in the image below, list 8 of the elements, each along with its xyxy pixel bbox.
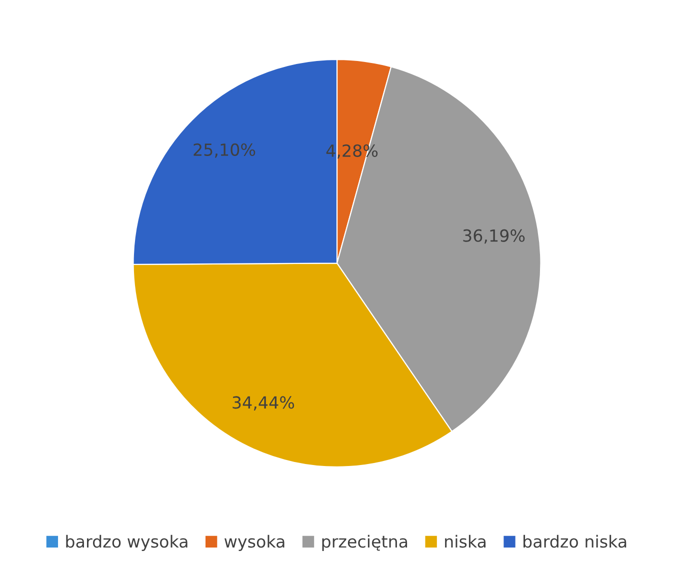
legend-label: przeciętna [322,534,408,551]
legend-label: bardzo wysoka [66,534,188,551]
legend-label: wysoka [224,534,284,551]
data-label: 34,44% [232,396,294,410]
data-label: 25,10% [194,143,256,158]
legend-label: niska [445,534,486,548]
data-label: 36,19% [463,229,525,244]
legend-label: bardzo niska [524,534,626,548]
